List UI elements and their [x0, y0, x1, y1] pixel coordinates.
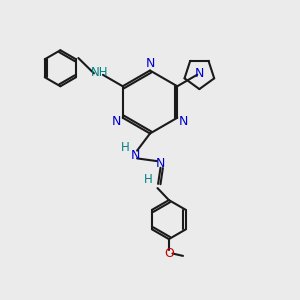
Text: N: N	[156, 157, 165, 170]
Text: N: N	[145, 56, 155, 70]
Text: NH: NH	[91, 66, 108, 79]
Text: H: H	[143, 173, 152, 186]
Text: H: H	[121, 141, 130, 154]
Text: N: N	[131, 149, 141, 162]
Text: N: N	[179, 115, 188, 128]
Text: N: N	[112, 115, 121, 128]
Text: O: O	[164, 247, 174, 260]
Text: N: N	[195, 67, 204, 80]
